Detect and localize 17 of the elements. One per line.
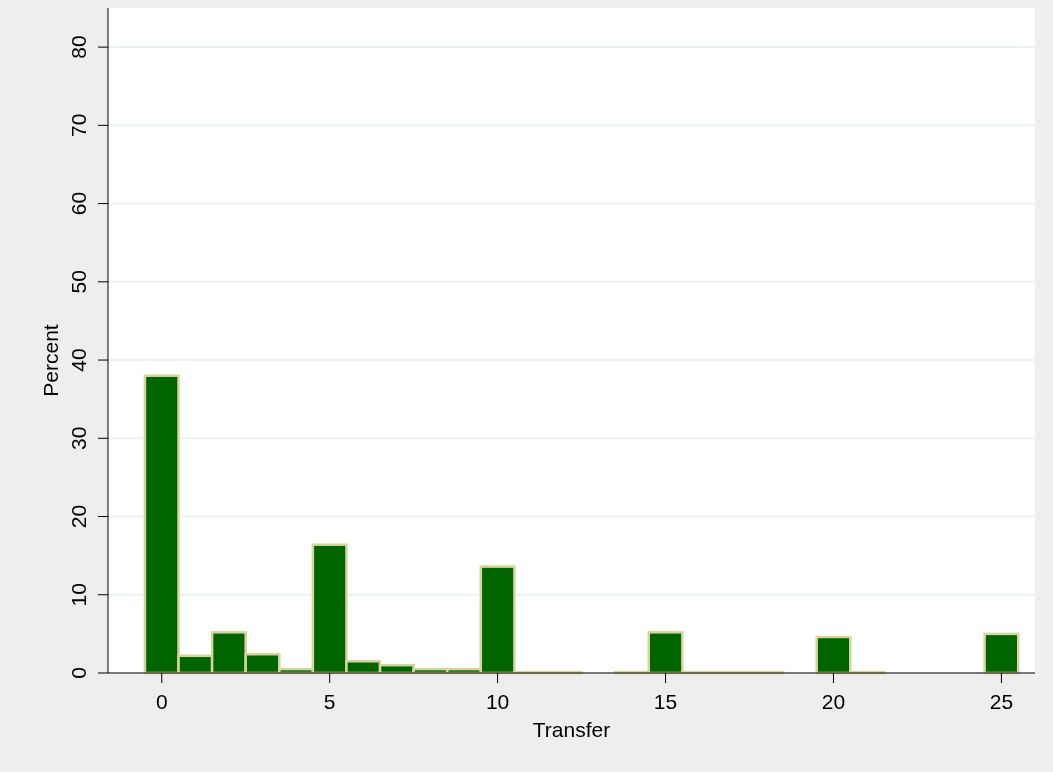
y-tick-label: 20 <box>67 504 90 529</box>
y-tick-label: 50 <box>67 270 90 294</box>
x-tick-label: 15 <box>653 690 678 713</box>
x-tick-label: 10 <box>485 690 510 713</box>
x-tick-label: 20 <box>821 690 846 713</box>
y-tick-label: 80 <box>67 35 90 59</box>
y-tick-label: 10 <box>67 583 90 607</box>
y-tick-label: 40 <box>67 348 90 372</box>
x-axis-title: Transfer <box>532 718 611 741</box>
y-tick-label: 60 <box>67 191 90 216</box>
y-tick-label: 70 <box>67 113 90 138</box>
x-tick-label: 5 <box>323 690 336 713</box>
y-axis-title: Percent <box>39 324 62 397</box>
x-tick-label: 25 <box>989 690 1014 713</box>
x-tick-label: 0 <box>155 690 168 713</box>
y-tick-label: 0 <box>67 667 90 679</box>
y-tick-label: 30 <box>67 426 90 450</box>
